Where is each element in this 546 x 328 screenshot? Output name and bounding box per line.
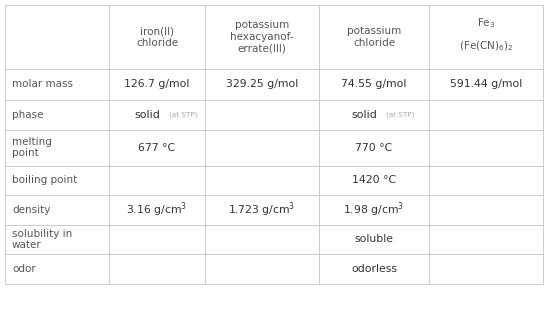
Text: 1.723 g/cm$^3$: 1.723 g/cm$^3$	[228, 201, 296, 219]
Text: 329.25 g/mol: 329.25 g/mol	[226, 79, 298, 90]
Text: iron(II)
chloride: iron(II) chloride	[136, 26, 178, 48]
Text: phase: phase	[12, 110, 44, 120]
Text: potassium
chloride: potassium chloride	[347, 26, 401, 48]
Text: 74.55 g/mol: 74.55 g/mol	[341, 79, 407, 90]
Text: 1420 °C: 1420 °C	[352, 175, 396, 185]
Text: soluble: soluble	[354, 235, 394, 244]
Text: melting
point: melting point	[12, 137, 52, 158]
Text: 677 °C: 677 °C	[139, 143, 175, 153]
Text: (Fe(CN)$_6$)$_2$: (Fe(CN)$_6$)$_2$	[459, 40, 513, 53]
Text: (at STP): (at STP)	[169, 112, 198, 118]
Text: solid: solid	[134, 110, 160, 120]
Text: boiling point: boiling point	[12, 175, 78, 185]
Text: Fe$_3$: Fe$_3$	[477, 16, 495, 30]
Text: density: density	[12, 205, 50, 215]
Text: 3.16 g/cm$^3$: 3.16 g/cm$^3$	[126, 201, 188, 219]
Text: potassium
hexacyanof-
errate(III): potassium hexacyanof- errate(III)	[230, 20, 294, 53]
Text: molar mass: molar mass	[12, 79, 73, 90]
Text: 1.98 g/cm$^3$: 1.98 g/cm$^3$	[343, 201, 405, 219]
Text: (at STP): (at STP)	[386, 112, 414, 118]
Text: 770 °C: 770 °C	[355, 143, 393, 153]
Text: odor: odor	[12, 264, 35, 274]
Text: solubility in
water: solubility in water	[12, 229, 72, 250]
Text: solid: solid	[351, 110, 377, 120]
Text: 126.7 g/mol: 126.7 g/mol	[124, 79, 189, 90]
Text: odorless: odorless	[351, 264, 397, 274]
Text: 591.44 g/mol: 591.44 g/mol	[450, 79, 522, 90]
